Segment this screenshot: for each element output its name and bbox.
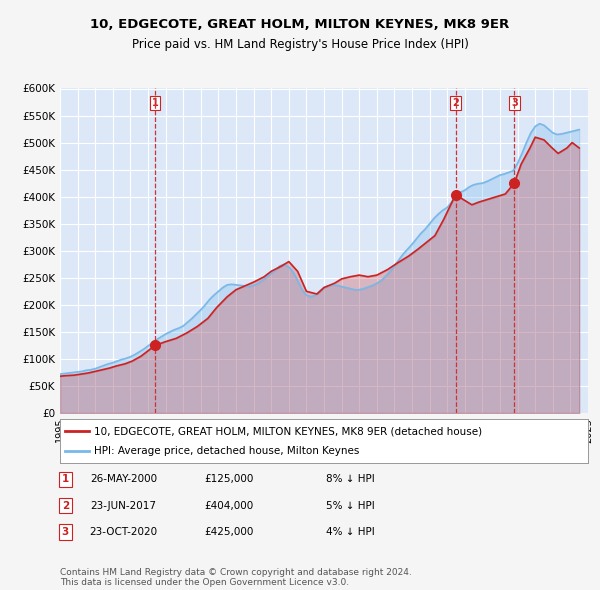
Text: 3: 3 (511, 98, 518, 108)
Text: 2: 2 (452, 98, 459, 108)
Text: 5% ↓ HPI: 5% ↓ HPI (326, 501, 375, 510)
Text: 26-MAY-2000: 26-MAY-2000 (90, 474, 157, 484)
Text: 23-JUN-2017: 23-JUN-2017 (91, 501, 157, 510)
Text: Price paid vs. HM Land Registry's House Price Index (HPI): Price paid vs. HM Land Registry's House … (131, 38, 469, 51)
Text: £425,000: £425,000 (204, 527, 254, 537)
Text: 10, EDGECOTE, GREAT HOLM, MILTON KEYNES, MK8 9ER: 10, EDGECOTE, GREAT HOLM, MILTON KEYNES,… (91, 18, 509, 31)
Text: Contains HM Land Registry data © Crown copyright and database right 2024.
This d: Contains HM Land Registry data © Crown c… (60, 568, 412, 587)
Text: 2: 2 (62, 501, 69, 510)
Text: £404,000: £404,000 (205, 501, 254, 510)
Text: 10, EDGECOTE, GREAT HOLM, MILTON KEYNES, MK8 9ER (detached house): 10, EDGECOTE, GREAT HOLM, MILTON KEYNES,… (94, 427, 482, 436)
Text: 3: 3 (62, 527, 69, 537)
Text: HPI: Average price, detached house, Milton Keynes: HPI: Average price, detached house, Milt… (94, 446, 359, 455)
Text: 1: 1 (62, 474, 69, 484)
Text: 23-OCT-2020: 23-OCT-2020 (89, 527, 157, 537)
Text: 8% ↓ HPI: 8% ↓ HPI (326, 474, 375, 484)
Text: £125,000: £125,000 (204, 474, 254, 484)
Text: 1: 1 (152, 98, 158, 108)
Text: 4% ↓ HPI: 4% ↓ HPI (326, 527, 375, 537)
